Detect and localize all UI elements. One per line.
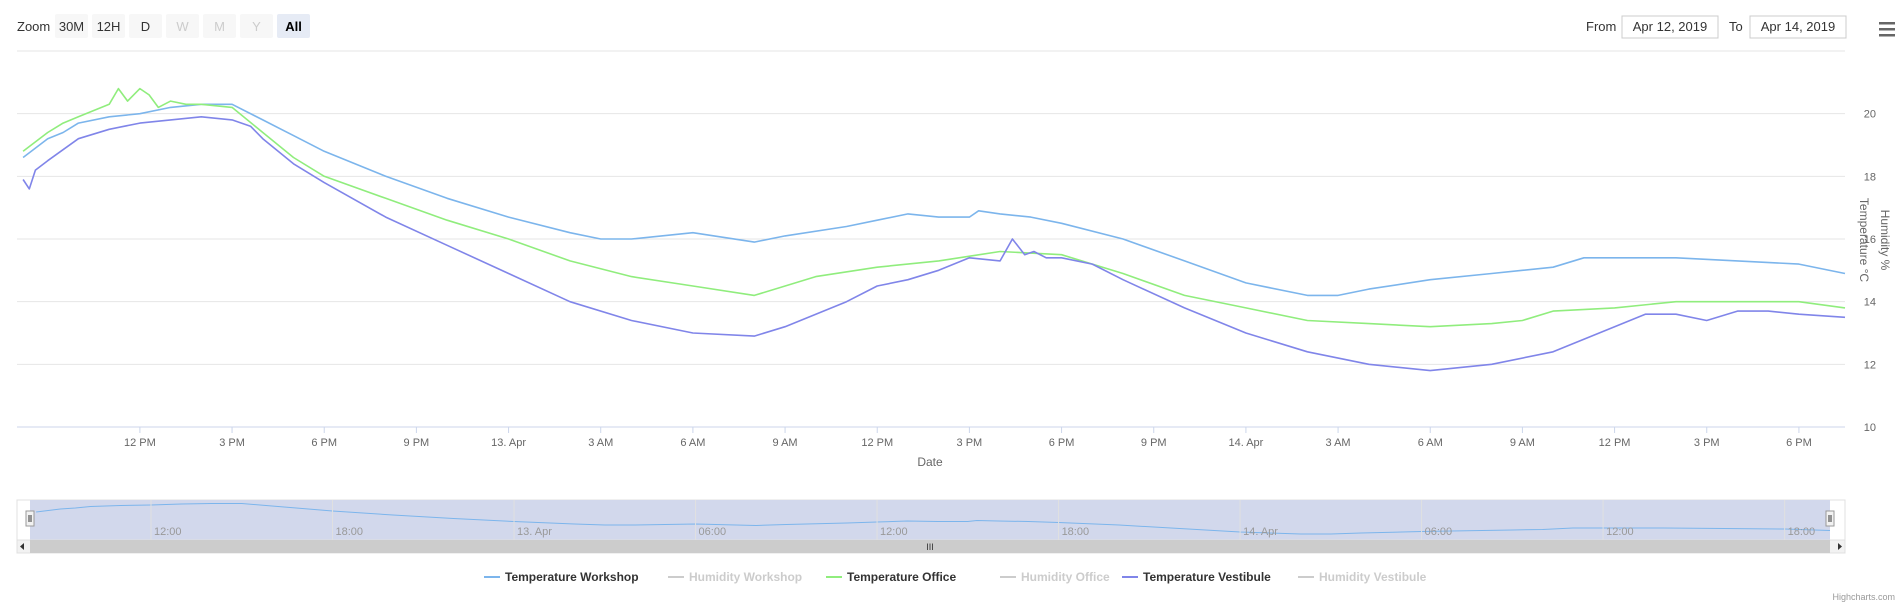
y-tick-label: 18	[1864, 171, 1876, 183]
zoom-button-all[interactable]: All	[277, 14, 310, 38]
series-line-temperature-office[interactable]	[22, 87, 1846, 328]
series-line-temperature-vestibule[interactable]	[22, 116, 1846, 372]
navigator-label: 13. Apr	[517, 526, 552, 538]
zoom-button-y[interactable]: Y	[240, 14, 273, 38]
scrollbar-grip[interactable]: III	[926, 542, 934, 552]
scrollbar[interactable]: III	[16, 539, 1846, 554]
legend-item-temperature-workshop[interactable]: Temperature Workshop	[484, 570, 639, 584]
to-date-input[interactable]	[1749, 15, 1847, 39]
legend-label: Humidity Office	[1021, 570, 1110, 584]
x-tick-label: 6 AM	[680, 437, 705, 449]
navigator-label: 12:00	[1606, 526, 1634, 538]
from-label: From	[1586, 19, 1616, 34]
navigator[interactable]: 12:00 18:00 13. Apr 06:00 12:00 18:00 14. Apr 0…	[16, 499, 1846, 541]
x-tick-label: 9 PM	[404, 437, 430, 449]
x-tick-label: 6 PM	[311, 437, 337, 449]
to-label: To	[1729, 19, 1743, 34]
series-lines	[22, 87, 1846, 372]
navigator-label: 14. Apr	[1243, 526, 1278, 538]
zoom-button-30m[interactable]: 30M	[55, 14, 88, 38]
x-tick-label: 6 PM	[1049, 437, 1075, 449]
x-tick-label: 13. Apr	[491, 437, 526, 449]
from-date-value: Apr 12, 2019	[1633, 19, 1707, 34]
legend: Temperature Workshop Humidity Workshop Tem…	[484, 570, 1427, 584]
navigator-selected-range[interactable]	[30, 500, 1830, 540]
scrollbar-thumb[interactable]	[30, 540, 1830, 553]
legend-item-temperature-vestibule[interactable]: Temperature Vestibule	[1122, 570, 1271, 584]
y-tick-label: 10	[1864, 422, 1876, 434]
legend-label: Temperature Office	[847, 570, 956, 584]
x-tick-label: 3 PM	[1694, 437, 1720, 449]
y-tick-label: 20	[1864, 109, 1876, 121]
navigator-label: 06:00	[699, 526, 727, 538]
x-tick-label: 3 AM	[588, 437, 613, 449]
navigator-label: 18:00	[336, 526, 364, 538]
legend-label: Temperature Workshop	[505, 570, 639, 584]
navigator-label: 18:00	[1062, 526, 1090, 538]
navigator-label: 12:00	[880, 526, 908, 538]
navigator-label: 12:00	[154, 526, 182, 538]
zoom-button-d[interactable]: D	[129, 14, 162, 38]
legend-item-humidity-workshop[interactable]: Humidity Workshop	[668, 570, 802, 584]
y-axis-secondary-title: Humidity %	[1878, 210, 1892, 271]
scrollbar-left-arrow-icon[interactable]	[20, 543, 24, 550]
scrollbar-right-arrow-icon[interactable]	[1838, 543, 1842, 550]
x-tick-label: 12 PM	[124, 437, 156, 449]
x-tick-label: 3 PM	[957, 437, 983, 449]
from-date-input[interactable]	[1621, 15, 1719, 39]
y-axis-title: Temperature °C	[1857, 198, 1871, 282]
zoom-button-label: All	[285, 19, 302, 34]
legend-label: Humidity Vestibule	[1319, 570, 1427, 584]
navigator-label: 06:00	[1425, 526, 1453, 538]
to-date-value: Apr 14, 2019	[1761, 19, 1835, 34]
x-tick-label: 9 AM	[1510, 437, 1535, 449]
x-axis-title: Date	[917, 455, 943, 469]
x-tick-label: 12 PM	[1599, 437, 1631, 449]
y-tick-label: 12	[1864, 359, 1876, 371]
zoom-button-12h[interactable]: 12H	[92, 14, 125, 38]
hamburger-menu-icon[interactable]	[1877, 18, 1895, 38]
credits[interactable]: Highcharts.com	[1832, 592, 1895, 602]
x-tick-label: 3 PM	[219, 437, 245, 449]
zoom-button-w[interactable]: W	[166, 14, 199, 38]
zoom-button-label: W	[176, 19, 189, 34]
y-axis-tick-labels: 10 12 14 16 18 20	[1864, 109, 1876, 434]
series-line-temperature-workshop[interactable]	[22, 103, 1846, 297]
legend-label: Humidity Workshop	[689, 570, 802, 584]
zoom-button-label: D	[141, 19, 150, 34]
y-tick-label: 14	[1864, 297, 1876, 309]
zoom-button-label: Y	[252, 19, 261, 34]
y-tick-label: 16	[1864, 234, 1876, 246]
legend-item-humidity-vestibule[interactable]: Humidity Vestibule	[1298, 570, 1427, 584]
x-tick-label: 3 AM	[1326, 437, 1351, 449]
zoom-button-m[interactable]: M	[203, 14, 236, 38]
zoom-label: Zoom	[17, 19, 50, 34]
grid-lines	[17, 113, 1845, 428]
zoom-button-label: 12H	[97, 19, 121, 34]
x-tick-label: 12 PM	[861, 437, 893, 449]
x-tick-label: 9 PM	[1141, 437, 1167, 449]
x-axis-tick-labels: 12 PM 3 PM 6 PM 9 PM 13. Apr 3 AM 6 AM 9 AM 12 P…	[124, 427, 1812, 449]
range-selector: Zoom 30M 12H D W M Y All From Apr 12, 2019 To …	[17, 14, 1847, 39]
navigator-label: 18:00	[1788, 526, 1816, 538]
zoom-button-label: M	[214, 19, 225, 34]
legend-item-humidity-office[interactable]: Humidity Office	[1000, 570, 1110, 584]
legend-item-temperature-office[interactable]: Temperature Office	[826, 570, 956, 584]
legend-label: Temperature Vestibule	[1143, 570, 1271, 584]
navigator-left-handle[interactable]	[25, 510, 35, 527]
x-tick-label: 9 AM	[773, 437, 798, 449]
x-tick-label: 14. Apr	[1228, 437, 1263, 449]
x-tick-label: 6 AM	[1418, 437, 1443, 449]
navigator-right-handle[interactable]	[1825, 510, 1835, 527]
zoom-button-label: 30M	[59, 19, 84, 34]
x-tick-label: 6 PM	[1786, 437, 1812, 449]
navigator-series-line	[36, 503, 1831, 535]
